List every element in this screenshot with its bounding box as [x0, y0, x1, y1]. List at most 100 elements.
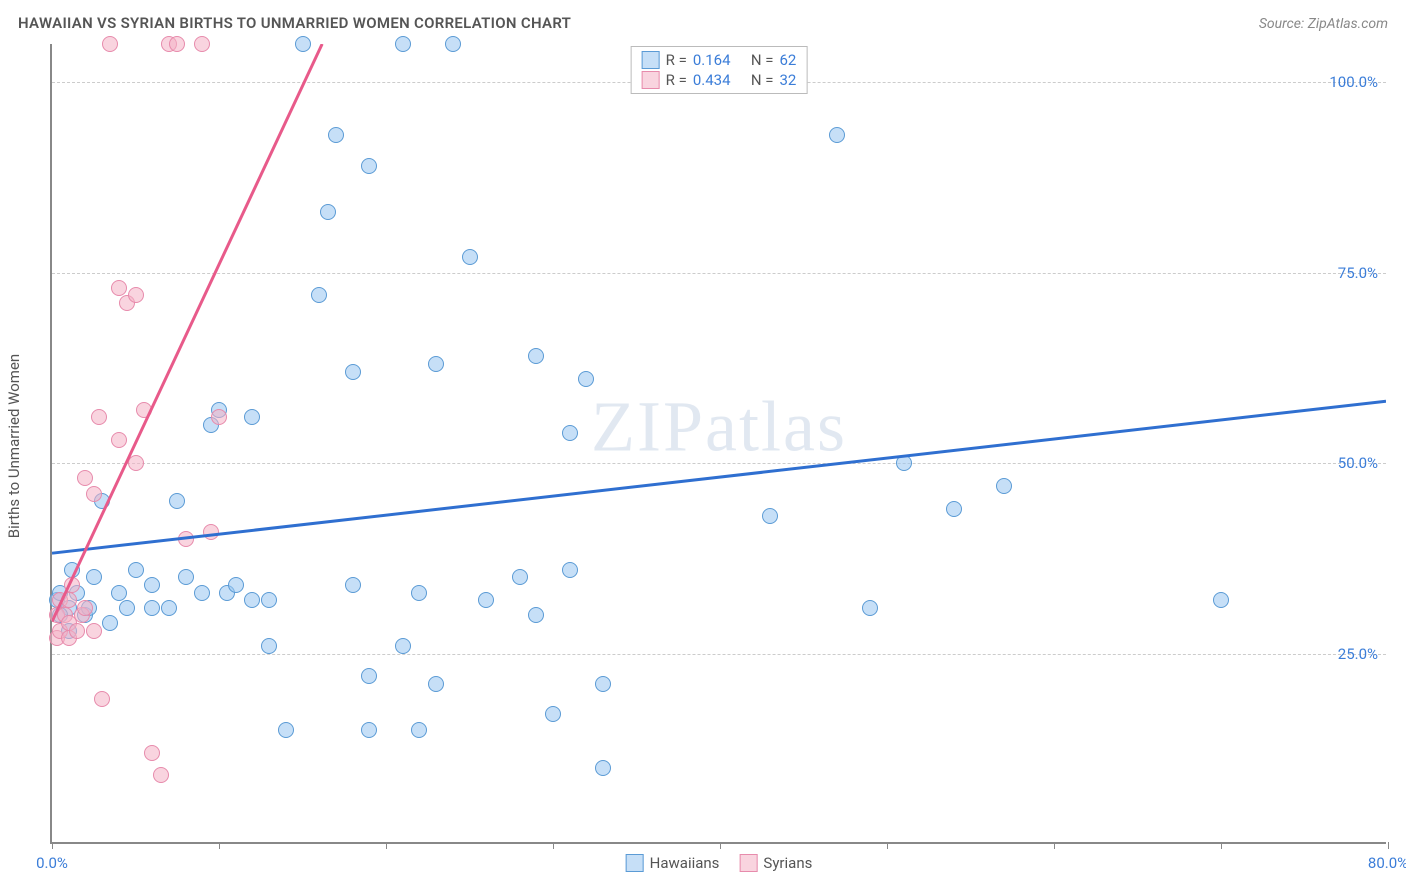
data-point [361, 668, 377, 684]
legend-r-label: R = [666, 71, 687, 89]
data-point [578, 371, 594, 387]
legend-n-label: N = [751, 51, 774, 69]
data-point [996, 478, 1012, 494]
legend-series-item: Hawaiians [626, 854, 720, 872]
legend-n-label: N = [751, 71, 774, 89]
legend-r-value: 0.164 [693, 51, 745, 69]
data-point [595, 676, 611, 692]
data-point [64, 577, 80, 593]
data-point [595, 760, 611, 776]
data-point [896, 455, 912, 471]
y-tick-label: 25.0% [1338, 645, 1378, 663]
data-point [136, 402, 152, 418]
watermark: ZIPatlas [591, 386, 847, 469]
data-point [545, 706, 561, 722]
data-point [411, 722, 427, 738]
data-point [428, 676, 444, 692]
data-point [395, 638, 411, 654]
legend-n-value: 32 [779, 71, 796, 89]
data-point [128, 287, 144, 303]
y-tick-label: 100.0% [1329, 73, 1378, 91]
data-point [61, 592, 77, 608]
x-tick [1054, 842, 1055, 849]
data-point [111, 432, 127, 448]
y-tick-label: 50.0% [1338, 454, 1378, 472]
legend-stats-row: R = 0.164 N = 62 [642, 50, 797, 70]
legend-series-label: Hawaiians [650, 854, 720, 872]
data-point [445, 36, 461, 52]
data-point [69, 623, 85, 639]
data-point [144, 745, 160, 761]
data-point [111, 280, 127, 296]
x-tick [553, 842, 554, 849]
legend-n-value: 62 [779, 51, 796, 69]
data-point [946, 501, 962, 517]
data-point [111, 585, 127, 601]
legend-swatch [642, 51, 660, 69]
data-point [395, 36, 411, 52]
data-point [295, 36, 311, 52]
data-point [361, 722, 377, 738]
data-point [320, 204, 336, 220]
data-point [64, 562, 80, 578]
data-point [278, 722, 294, 738]
data-point [178, 569, 194, 585]
legend-series: Hawaiians Syrians [626, 854, 813, 872]
data-point [345, 364, 361, 380]
trend-lines-layer [52, 44, 1386, 842]
x-tick [386, 842, 387, 849]
data-point [244, 592, 260, 608]
data-point [194, 36, 210, 52]
legend-r-label: R = [666, 51, 687, 69]
data-point [528, 348, 544, 364]
data-point [261, 638, 277, 654]
data-point [144, 577, 160, 593]
data-point [153, 767, 169, 783]
gridline [52, 273, 1386, 274]
data-point [86, 623, 102, 639]
data-point [261, 592, 277, 608]
data-point [203, 524, 219, 540]
x-tick [52, 842, 53, 849]
x-tick-label: 0.0% [36, 854, 68, 872]
x-tick [219, 842, 220, 849]
legend-swatch [642, 71, 660, 89]
data-point [1213, 592, 1229, 608]
data-point [562, 562, 578, 578]
data-point [411, 585, 427, 601]
data-point [178, 531, 194, 547]
x-tick [1388, 842, 1389, 849]
data-point [862, 600, 878, 616]
data-point [361, 158, 377, 174]
data-point [128, 455, 144, 471]
x-tick [720, 842, 721, 849]
data-point [194, 585, 210, 601]
chart-container: HAWAIIAN VS SYRIAN BIRTHS TO UNMARRIED W… [0, 0, 1406, 892]
data-point [169, 36, 185, 52]
gridline [52, 463, 1386, 464]
data-point [102, 36, 118, 52]
plot-area: ZIPatlas R =0.164N =62R =0.434N =32 Hawa… [50, 44, 1386, 844]
data-point [311, 287, 327, 303]
x-tick [1221, 842, 1222, 849]
x-tick [887, 842, 888, 849]
y-axis-label: Births to Unmarried Women [5, 354, 23, 538]
data-point [77, 600, 93, 616]
data-point [161, 600, 177, 616]
legend-swatch [626, 854, 644, 872]
legend-stats: R =0.164N =62R =0.434N =32 [631, 46, 808, 94]
data-point [428, 356, 444, 372]
y-tick-label: 75.0% [1338, 264, 1378, 282]
data-point [528, 607, 544, 623]
data-point [829, 127, 845, 143]
data-point [77, 470, 93, 486]
data-point [345, 577, 361, 593]
data-point [86, 569, 102, 585]
data-point [144, 600, 160, 616]
legend-stats-row: R =0.434N =32 [642, 70, 797, 90]
data-point [102, 615, 118, 631]
data-point [462, 249, 478, 265]
legend-series-label: Syrians [763, 854, 812, 872]
gridline [52, 654, 1386, 655]
data-point [244, 409, 260, 425]
